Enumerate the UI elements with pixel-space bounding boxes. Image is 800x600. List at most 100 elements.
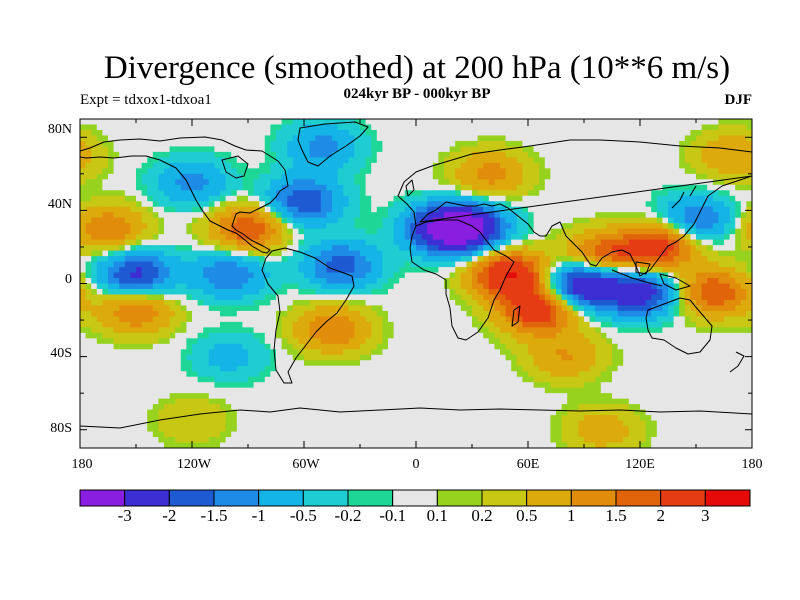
field-cell: [80, 190, 87, 197]
field-cell: [388, 261, 395, 268]
field-cell: [718, 162, 725, 169]
field-cell: [488, 305, 495, 312]
field-cell: [556, 201, 563, 208]
field-cell: [696, 217, 703, 224]
field-cell: [376, 321, 383, 328]
field-cell: [113, 173, 120, 180]
field-cell: [343, 146, 350, 153]
field-cell: [404, 278, 411, 285]
field-cell: [326, 283, 333, 290]
field-cell: [729, 272, 736, 279]
field-cell: [270, 321, 277, 328]
field-cell: [477, 294, 484, 301]
field-cell: [186, 234, 193, 241]
field-cell: [416, 195, 423, 202]
field-cell: [304, 168, 311, 175]
field-cell: [460, 157, 467, 164]
field-cell: [343, 261, 350, 268]
field-cell: [494, 129, 501, 137]
field-cell: [460, 283, 467, 290]
field-cell: [320, 272, 327, 279]
field-cell: [309, 228, 316, 235]
field-cell: [696, 228, 703, 235]
field-cell: [656, 299, 663, 307]
field-cell: [147, 343, 154, 350]
field-cell: [119, 316, 126, 323]
field-cell: [91, 146, 98, 153]
field-cell: [640, 310, 647, 317]
field-cell: [623, 327, 630, 334]
field-cell: [192, 119, 199, 126]
field-cell: [152, 267, 159, 274]
field-cell: [354, 294, 361, 301]
field-cell: [584, 228, 591, 235]
field-cell: [483, 283, 490, 290]
field-cell: [208, 316, 215, 323]
field-cell: [276, 129, 283, 137]
field-cell: [645, 338, 652, 345]
field-cell: [147, 179, 154, 186]
field-cell: [242, 129, 249, 137]
field-cell: [556, 190, 563, 197]
field-cell: [203, 173, 210, 180]
field-cell: [152, 223, 159, 230]
field-cell: [628, 228, 635, 235]
field-cell: [427, 201, 434, 208]
field-cell: [108, 206, 115, 213]
field-cell: [668, 119, 675, 126]
field-cell: [438, 179, 445, 186]
field-cell: [544, 327, 551, 334]
field-cell: [152, 294, 159, 301]
field-cell: [684, 162, 691, 169]
field-cell: [444, 228, 451, 235]
field-cell: [337, 173, 344, 180]
field-cell: [197, 283, 204, 290]
field-cell: [248, 157, 255, 164]
field-cell: [365, 168, 372, 175]
field-cell: [309, 316, 316, 323]
field-cell: [584, 162, 591, 169]
field-cell: [533, 288, 540, 296]
field-cell: [281, 173, 288, 180]
field-cell: [102, 206, 109, 213]
field-cell: [746, 129, 752, 137]
field-cell: [326, 250, 333, 257]
field-cell: [628, 140, 635, 148]
field-cell: [488, 223, 495, 230]
field-cell: [533, 157, 540, 164]
field-cell: [180, 272, 187, 279]
field-cell: [623, 173, 630, 180]
field-cell: [740, 294, 747, 301]
field-cell: [729, 157, 736, 164]
field-cell: [483, 206, 490, 213]
field-cell: [449, 256, 456, 263]
field-cell: [556, 256, 563, 263]
field-cell: [578, 151, 585, 158]
field-cell: [180, 201, 187, 208]
field-cell: [281, 316, 288, 323]
field-cell: [432, 343, 439, 350]
field-cell: [707, 278, 714, 285]
field-cell: [175, 190, 182, 197]
field-cell: [623, 321, 630, 328]
field-cell: [533, 217, 540, 224]
field-cell: [746, 321, 752, 328]
field-cell: [572, 129, 579, 137]
field-cell: [388, 299, 395, 307]
field-cell: [130, 184, 137, 191]
field-cell: [724, 327, 731, 334]
field-cell: [208, 184, 215, 191]
field-cell: [236, 343, 243, 350]
field-cell: [96, 272, 103, 279]
field-cell: [242, 272, 249, 279]
field-cell: [729, 250, 736, 257]
field-cell: [169, 332, 176, 339]
field-cell: [656, 327, 663, 334]
field-cell: [354, 343, 361, 350]
field-cell: [651, 206, 658, 213]
field-cell: [628, 316, 635, 323]
field-cell: [102, 190, 109, 197]
field-cell: [382, 119, 389, 126]
field-cell: [332, 195, 339, 202]
field-cell: [91, 228, 98, 235]
